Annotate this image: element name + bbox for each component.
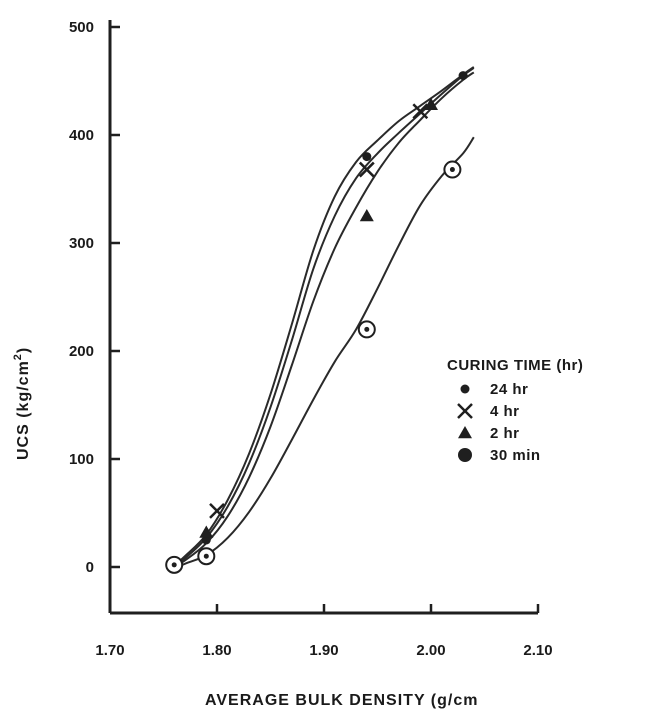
legend-marker-24-hr: [460, 384, 470, 394]
data-point-30-min: [357, 320, 376, 339]
y-axis-title-end: ): [15, 347, 32, 353]
y-tick-label: 200: [69, 343, 94, 360]
series-line-4-hr: [168, 67, 475, 572]
y-axis-title: UCS (kg/cm2): [12, 347, 32, 460]
series-line-24-hr: [168, 66, 475, 571]
y-axis-title-superscript: 2: [12, 353, 24, 360]
legend-entry-label: 2 hr: [490, 425, 520, 442]
series-line-30-min: [168, 136, 475, 572]
y-axis-title-text: UCS (kg/cm: [15, 360, 32, 460]
data-point-2-hr: [359, 209, 374, 222]
x-tick-label: 1.90: [309, 642, 338, 659]
legend-title: CURING TIME (hr): [447, 357, 583, 374]
x-axis-title: AVERAGE BULK DENSITY (g/cm: [205, 692, 478, 709]
x-tick-label: 1.70: [95, 642, 124, 659]
data-point-4-hr: [358, 161, 375, 178]
y-tick-label: 500: [69, 19, 94, 36]
y-ticks: 0 100 200 300 400 500: [69, 19, 120, 576]
legend-entry-label: 24 hr: [490, 381, 528, 398]
data-point-30-min: [165, 555, 184, 574]
x-tick-label: 1.80: [202, 642, 231, 659]
x-tick-label: 2.10: [523, 642, 552, 659]
data-point-4-hr: [209, 502, 225, 519]
y-tick-label: 300: [69, 235, 94, 252]
data-point-24-hr: [201, 535, 211, 545]
x-ticks: 1.70 1.80 1.90 2.00 2.10: [95, 604, 553, 659]
data-point-2-hr: [424, 97, 438, 111]
legend-marker-2-hr: [458, 426, 472, 439]
axes: [108, 20, 538, 615]
legend-entry-label: 30 min: [490, 447, 541, 464]
legend-marker-4-hr: [457, 403, 473, 419]
y-tick-label: 0: [86, 559, 94, 576]
series-curves: [168, 66, 475, 572]
data-points: [165, 71, 468, 574]
data-point-30-min: [443, 160, 462, 179]
legend-marker-30-min: [458, 448, 472, 462]
legend: CURING TIME (hr) 24 hr 4 hr 2 hr 30 min: [447, 357, 583, 464]
data-point-30-min: [197, 547, 216, 566]
data-point-2-hr: [199, 525, 214, 538]
x-tick-label: 2.00: [416, 642, 445, 659]
legend-entry-label: 4 hr: [490, 403, 520, 420]
data-point-24-hr: [458, 71, 468, 81]
y-tick-label: 400: [69, 127, 94, 144]
data-point-4-hr: [412, 103, 429, 120]
series-line-2-hr: [168, 71, 475, 572]
data-point-24-hr: [362, 152, 372, 162]
y-tick-label: 100: [69, 451, 94, 468]
